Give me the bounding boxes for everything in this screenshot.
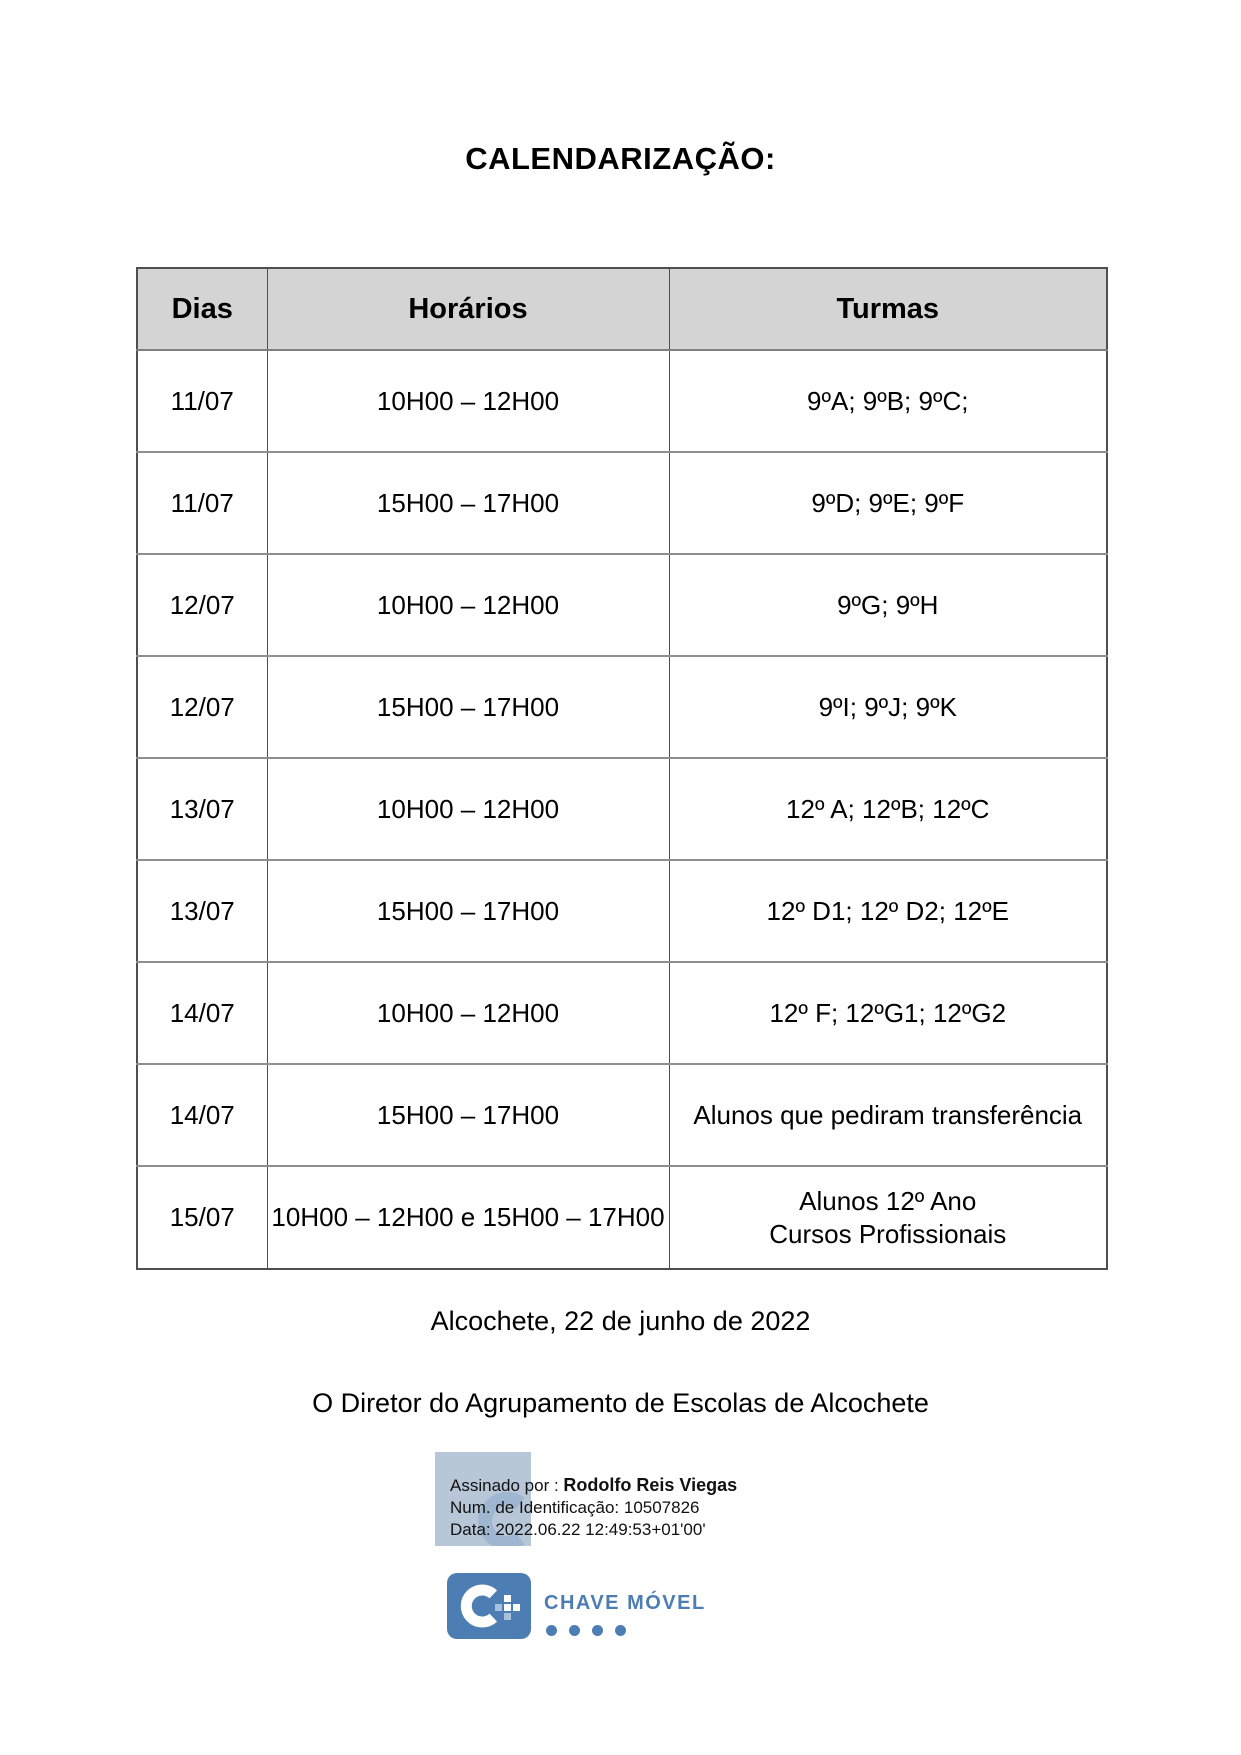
table-row: 12/07 10H00 – 12H00 9ºG; 9ºH [136, 553, 1108, 656]
cell-horario: 10H00 – 12H00 [266, 349, 670, 452]
table-row: 11/07 10H00 – 12H00 9ºA; 9ºB; 9ºC; [136, 349, 1108, 452]
table-row: 12/07 15H00 – 17H00 9ºI; 9ºJ; 9ºK [136, 655, 1108, 758]
cell-dia: 11/07 [136, 349, 268, 452]
logo-dot [546, 1625, 557, 1636]
cell-horario: 15H00 – 17H00 [266, 1063, 670, 1166]
chave-movel-icon [447, 1573, 531, 1639]
cell-turmas: Alunos que pediram transferência [668, 1063, 1108, 1166]
logo-dots [544, 1625, 706, 1636]
table-row: 13/07 15H00 – 17H00 12º D1; 12º D2; 12ºE [136, 859, 1108, 962]
cell-dia: 14/07 [136, 1063, 268, 1166]
cell-turmas: 12º D1; 12º D2; 12ºE [668, 859, 1108, 962]
cell-turmas: 9ºD; 9ºE; 9ºF [668, 451, 1108, 554]
table-row: 11/07 15H00 – 17H00 9ºD; 9ºE; 9ºF [136, 451, 1108, 554]
page-title: CALENDARIZAÇÃO: [465, 141, 776, 176]
chave-movel-ghost-icon [478, 1492, 525, 1546]
table-header-row: Dias Horários Turmas [136, 267, 1108, 351]
cell-turmas: 12º A; 12ºB; 12ºC [668, 757, 1108, 860]
cell-dia: 11/07 [136, 451, 268, 554]
cell-dia: 12/07 [136, 553, 268, 656]
director-line: O Diretor do Agrupamento de Escolas de A… [312, 1388, 929, 1418]
cell-dia: 12/07 [136, 655, 268, 758]
schedule-table-body: 11/07 10H00 – 12H00 9ºA; 9ºB; 9ºC; 11/07 15H… [136, 349, 1108, 1269]
date-location-line: Alcochete, 22 de junho de 2022 [430, 1306, 811, 1336]
cell-turmas: 9ºA; 9ºB; 9ºC; [668, 349, 1108, 452]
header-horarios: Horários [266, 267, 670, 351]
cell-horario: 10H00 – 12H00 [266, 553, 670, 656]
schedule-table: Dias Horários Turmas 11/07 10H00 – 12H00 9… [136, 267, 1108, 1270]
logo-dot [569, 1625, 580, 1636]
cell-dia: 14/07 [136, 961, 268, 1064]
cell-horario: 10H00 – 12H00 e 15H00 – 17H00 [266, 1165, 670, 1269]
cell-dia: 13/07 [136, 757, 268, 860]
header-turmas: Turmas [668, 267, 1108, 351]
signature-watermark [435, 1452, 531, 1546]
cell-turmas: 9ºG; 9ºH [668, 553, 1108, 656]
logo-dot [592, 1625, 603, 1636]
table-row: 13/07 10H00 – 12H00 12º A; 12ºB; 12ºC [136, 757, 1108, 860]
chave-movel-logo: CHAVE MÓVEL [447, 1573, 706, 1639]
signature-line-signed-by: Assinado por : Rodolfo Reis Viegas [450, 1475, 738, 1495]
cell-turmas: Alunos 12º Ano Cursos Profissionais [668, 1165, 1108, 1269]
logo-dot [615, 1625, 626, 1636]
cell-horario: 10H00 – 12H00 [266, 757, 670, 860]
cell-turmas: 12º F; 12ºG1; 12ºG2 [668, 961, 1108, 1064]
header-dias: Dias [136, 267, 268, 351]
signature-line-date: Data: 2022.06.22 12:49:53+01'00' [450, 1520, 706, 1539]
table-row: 14/07 15H00 – 17H00 Alunos que pediram tra… [136, 1063, 1108, 1166]
table-row: 14/07 10H00 – 12H00 12º F; 12ºG1; 12ºG2 [136, 961, 1108, 1064]
cell-turmas: 9ºI; 9ºJ; 9ºK [668, 655, 1108, 758]
table-row: 15/07 10H00 – 12H00 e 15H00 – 17H00 Alunos… [136, 1165, 1108, 1269]
signature-line-id: Num. de Identificação: 10507826 [450, 1498, 700, 1517]
digital-signature-block: Assinado por : Rodolfo Reis Viegas Num. … [435, 1452, 855, 1548]
cell-horario: 15H00 – 17H00 [266, 451, 670, 554]
logo-brand-text: CHAVE MÓVEL [544, 1592, 706, 1614]
cell-dia: 13/07 [136, 859, 268, 962]
cell-horario: 10H00 – 12H00 [266, 961, 670, 1064]
signer-name: Rodolfo Reis Viegas [563, 1475, 738, 1495]
cell-dia: 15/07 [136, 1165, 268, 1269]
cell-horario: 15H00 – 17H00 [266, 655, 670, 758]
cell-horario: 15H00 – 17H00 [266, 859, 670, 962]
